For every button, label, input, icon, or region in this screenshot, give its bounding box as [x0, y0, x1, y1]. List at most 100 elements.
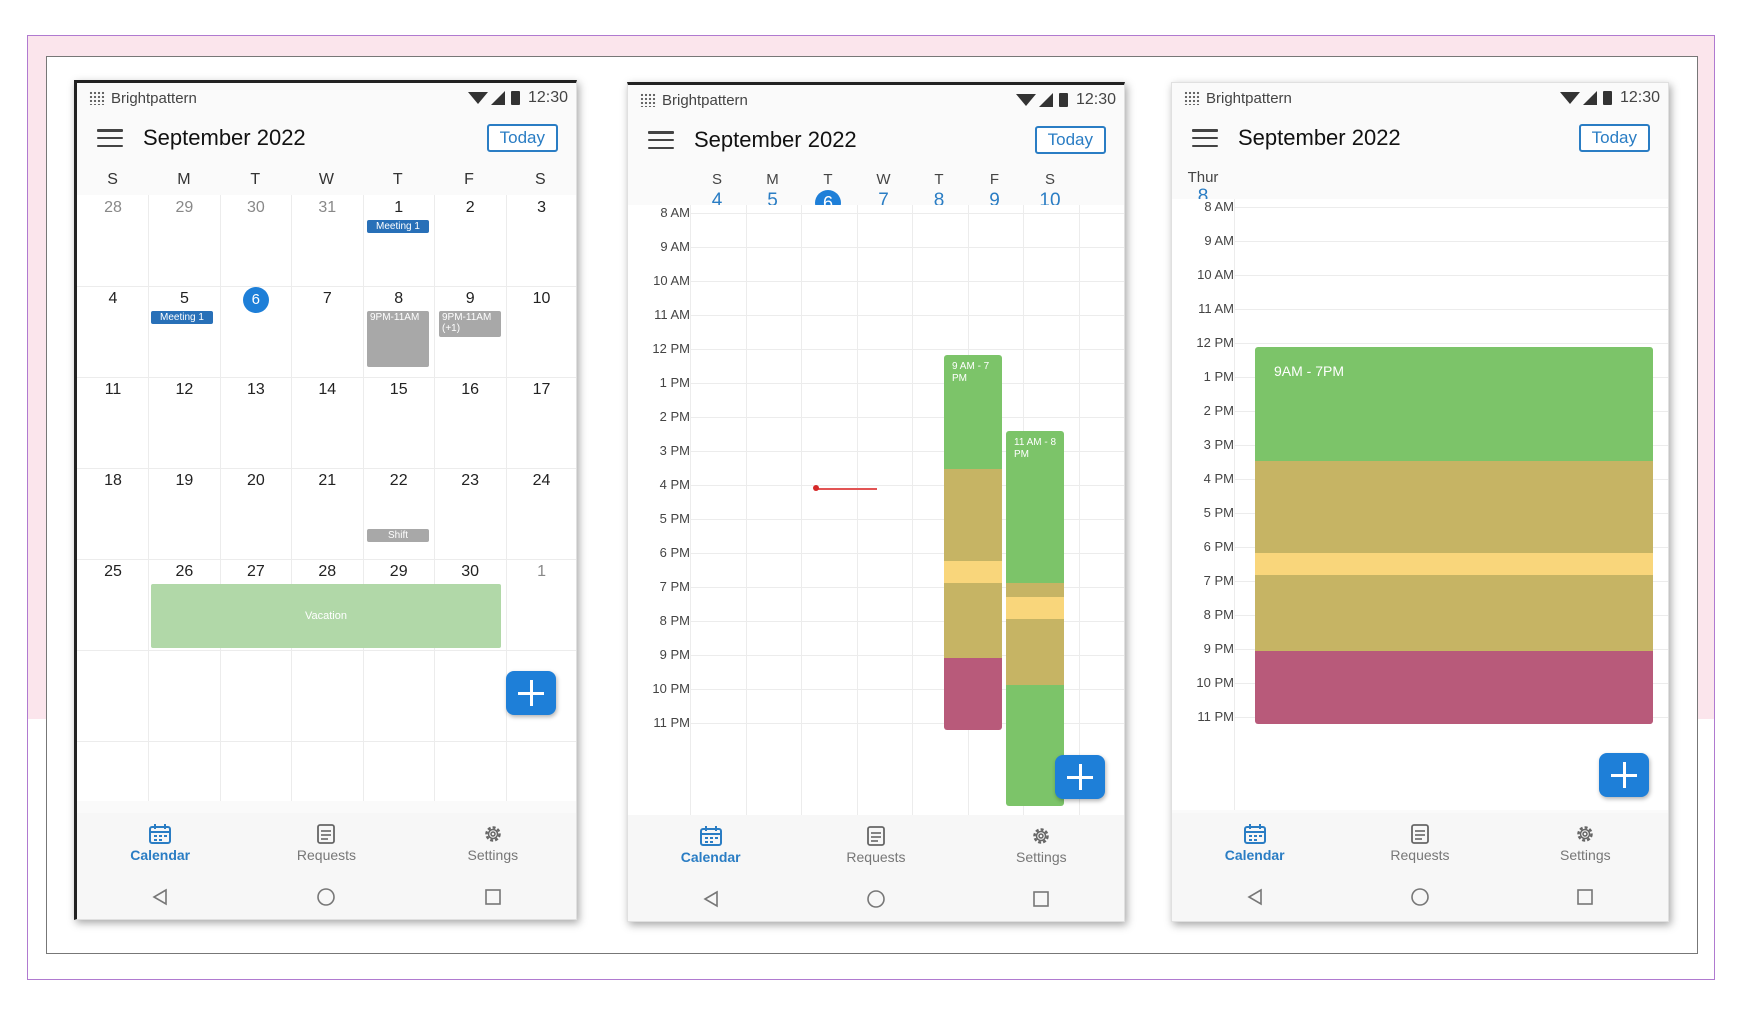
- calendar-day[interactable]: 28: [104, 199, 122, 216]
- calendar-day[interactable]: 21: [318, 472, 337, 489]
- recents-button[interactable]: [1503, 873, 1668, 921]
- event-time-label: 9AM - 7PM: [1274, 363, 1345, 379]
- nav-settings[interactable]: Settings: [1503, 813, 1668, 873]
- nav-settings-label: Settings: [467, 846, 519, 863]
- nav-requests[interactable]: Requests: [243, 813, 409, 873]
- calendar-day[interactable]: 19: [175, 472, 194, 489]
- hour-line: [1234, 343, 1668, 344]
- calendar-day[interactable]: 18: [104, 472, 122, 489]
- menu-icon[interactable]: [1192, 129, 1218, 147]
- calendar-day[interactable]: 24: [532, 472, 551, 489]
- calendar-day[interactable]: 1: [537, 563, 547, 580]
- event-meeting-sep1[interactable]: Meeting 1: [367, 220, 429, 233]
- menu-icon[interactable]: [97, 129, 123, 147]
- calendar-day[interactable]: 5: [179, 290, 189, 307]
- grid-line: [77, 468, 576, 469]
- calendar-day[interactable]: 17: [532, 381, 551, 398]
- nav-calendar[interactable]: Calendar: [1172, 813, 1337, 873]
- week-time-grid: 11 PM 10 PM 9 PM 8 PM 7 PM 6 PM 5 PM 4 PM 3 PM 2 …: [628, 205, 1124, 816]
- calendar-day[interactable]: 9: [465, 290, 475, 307]
- calendar-day[interactable]: 7: [322, 290, 332, 307]
- calendar-day[interactable]: 31: [318, 199, 337, 216]
- current-time-dot: [813, 485, 819, 491]
- nav-requests[interactable]: Requests: [793, 815, 958, 875]
- calendar-day[interactable]: 20: [246, 472, 265, 489]
- calendar-day[interactable]: 3: [537, 199, 547, 216]
- calendar-day[interactable]: 16: [461, 381, 480, 398]
- calendar-day[interactable]: 29: [175, 199, 194, 216]
- recents-button[interactable]: [410, 873, 576, 919]
- calendar-day[interactable]: 10: [532, 290, 551, 307]
- recents-button[interactable]: [959, 875, 1124, 921]
- event-thu-shift[interactable]: 9 AM - 7 PM: [944, 355, 1002, 730]
- today-button[interactable]: Today: [1578, 124, 1650, 152]
- calendar-day[interactable]: 28: [318, 563, 337, 580]
- calendar-day[interactable]: 22: [389, 472, 408, 489]
- bottom-nav: Calendar Requests Settings: [1172, 813, 1668, 873]
- today-indicator: 6: [242, 287, 269, 313]
- home-button[interactable]: [1337, 873, 1502, 921]
- calendar-day[interactable]: 11: [104, 381, 122, 398]
- calendar-day[interactable]: 23: [461, 472, 480, 489]
- event-meeting-sep5[interactable]: Meeting 1: [151, 311, 213, 324]
- nav-requests[interactable]: Requests: [1337, 813, 1502, 873]
- hour-line: [690, 519, 1124, 520]
- android-nav: [77, 873, 576, 919]
- day-header-col[interactable]: Thur 8: [1172, 169, 1234, 208]
- nav-settings[interactable]: Settings: [959, 815, 1124, 875]
- nav-calendar[interactable]: Calendar: [628, 815, 793, 875]
- app-header: September 2022 Today: [1172, 113, 1668, 163]
- event-shift-sep9[interactable]: 9PM-11AM (+1): [439, 311, 501, 337]
- grid-line: [77, 741, 576, 742]
- menu-icon[interactable]: [648, 131, 674, 149]
- document-icon: [1411, 823, 1429, 844]
- week-day-number: 4: [711, 190, 723, 211]
- calendar-day[interactable]: 12: [175, 381, 194, 398]
- home-button[interactable]: [243, 873, 409, 919]
- home-button[interactable]: [793, 875, 958, 921]
- calendar-day[interactable]: 8: [394, 290, 404, 307]
- hour-label: 4 PM: [1203, 471, 1234, 486]
- add-event-button[interactable]: [506, 671, 556, 715]
- calendar-day[interactable]: 2: [465, 199, 475, 216]
- calendar-day[interactable]: 14: [318, 381, 337, 398]
- calendar-day[interactable]: 4: [108, 290, 118, 307]
- signal-icon: [1582, 91, 1597, 105]
- weekday-label: M: [177, 171, 191, 188]
- calendar-day[interactable]: 6: [220, 287, 292, 313]
- nav-calendar[interactable]: Calendar: [77, 813, 243, 873]
- calendar-day[interactable]: 27: [246, 563, 265, 580]
- android-nav: [628, 875, 1124, 921]
- add-event-button[interactable]: [1599, 753, 1649, 797]
- hour-line: [1234, 241, 1668, 242]
- back-button[interactable]: [628, 875, 793, 921]
- nav-settings[interactable]: Settings: [410, 813, 576, 873]
- app-header: September 2022 Today: [77, 113, 576, 163]
- calendar-day[interactable]: 15: [389, 381, 408, 398]
- event-vacation[interactable]: Vacation: [151, 584, 501, 648]
- document-icon: [867, 825, 885, 846]
- calendar-day[interactable]: 25: [104, 563, 122, 580]
- today-button[interactable]: Today: [1034, 126, 1106, 154]
- event-shift-sep8[interactable]: 9PM-11AM: [367, 311, 429, 367]
- today-button[interactable]: Today: [486, 124, 558, 152]
- calendar-day[interactable]: 30: [461, 563, 480, 580]
- event-shift-sep22[interactable]: Shift: [367, 529, 429, 542]
- add-event-button[interactable]: [1055, 755, 1105, 799]
- battery-icon: [510, 91, 520, 105]
- event-day-shift[interactable]: 9AM - 7PM: [1255, 347, 1653, 724]
- calendar-day[interactable]: 30: [246, 199, 265, 216]
- grid-line: [745, 205, 747, 816]
- calendar-day[interactable]: 26: [175, 563, 194, 580]
- back-button[interactable]: [1172, 873, 1337, 921]
- calendar-day[interactable]: 13: [246, 381, 265, 398]
- event-fri-shift[interactable]: 11 AM - 8 PM: [1006, 431, 1064, 806]
- calendar-day[interactable]: 1: [394, 199, 404, 216]
- calendar-day[interactable]: 29: [389, 563, 408, 580]
- back-button[interactable]: [77, 873, 243, 919]
